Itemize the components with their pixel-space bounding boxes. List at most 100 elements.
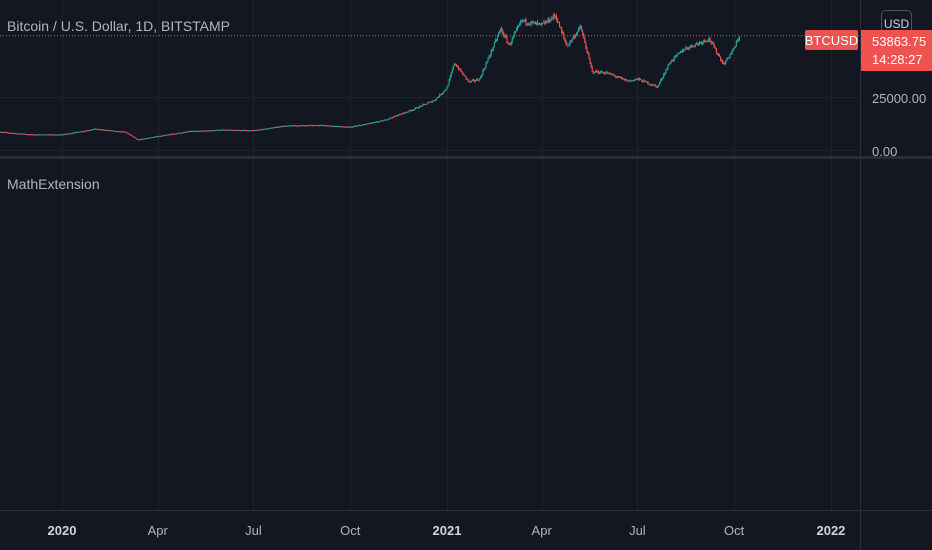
- candle-body: [708, 37, 710, 41]
- candle-body: [477, 79, 479, 81]
- candle-body: [595, 70, 597, 73]
- candle-body: [692, 46, 694, 48]
- candle-body: [180, 132, 182, 134]
- candle-body: [100, 129, 102, 131]
- candle-body: [14, 133, 16, 135]
- candle-body: [230, 129, 232, 131]
- candle-body: [28, 134, 30, 136]
- candle-body: [402, 113, 404, 115]
- candle-body: [390, 117, 392, 119]
- candle-body: [672, 60, 674, 62]
- candle-body: [319, 125, 321, 127]
- candle-body: [254, 130, 256, 132]
- candle-body: [388, 118, 390, 120]
- candle-body: [327, 125, 329, 127]
- candle-body: [554, 15, 556, 17]
- candle-body: [53, 134, 55, 136]
- candle-body: [584, 38, 586, 43]
- candle-body: [304, 125, 306, 127]
- candle-body: [518, 25, 520, 27]
- candle-body: [591, 66, 593, 71]
- candle-body: [217, 129, 219, 131]
- candle-body: [24, 133, 26, 135]
- candle-body: [1, 132, 3, 134]
- candle-body: [42, 134, 44, 136]
- candle-body: [354, 126, 357, 128]
- time-axis[interactable]: 2020 Apr Jul Oct 2021 Apr Jul Oct 2022: [48, 523, 846, 538]
- candle-body: [267, 128, 269, 130]
- candle-body: [258, 129, 260, 131]
- candle-body: [225, 130, 227, 132]
- candle-body: [103, 129, 105, 131]
- candle-body: [99, 129, 101, 131]
- indicator-name[interactable]: MathExtension: [7, 176, 100, 192]
- candle-body: [494, 40, 496, 43]
- candle-body: [547, 18, 549, 22]
- candle-body: [330, 125, 332, 127]
- candle-body: [93, 128, 95, 130]
- candle-body: [479, 78, 481, 81]
- candle-body: [465, 76, 467, 79]
- candle-body: [639, 78, 641, 80]
- candle-body: [660, 79, 662, 83]
- candle-body: [123, 131, 125, 133]
- candle-body: [162, 135, 164, 137]
- candle-body: [69, 133, 72, 135]
- candle-body: [419, 106, 421, 108]
- candle-body: [348, 126, 350, 128]
- candle-body: [191, 130, 194, 132]
- candle-body: [308, 125, 310, 127]
- candle-body: [492, 47, 494, 51]
- candle-body: [359, 125, 361, 127]
- candle-body: [555, 15, 557, 21]
- candle-body: [325, 125, 327, 127]
- candle-body: [339, 126, 341, 128]
- candle-body: [528, 24, 530, 26]
- price-series[interactable]: [0, 12, 741, 141]
- candle-body: [265, 128, 267, 130]
- candle-body: [21, 133, 23, 135]
- symbol-title[interactable]: Bitcoin / U.S. Dollar, 1D, BITSTAMP: [7, 18, 230, 34]
- candle-body: [114, 130, 116, 132]
- candle-body: [292, 125, 295, 127]
- candle-body: [414, 107, 417, 109]
- candle-body: [113, 130, 115, 132]
- candle-body: [703, 40, 705, 43]
- candle-body: [323, 125, 325, 127]
- candle-body: [161, 135, 163, 137]
- candle-body: [570, 40, 572, 42]
- candle-body: [377, 121, 379, 123]
- candle-body: [654, 85, 656, 87]
- candle-body: [449, 76, 451, 80]
- candle-body: [693, 46, 695, 48]
- pane-separator[interactable]: [0, 156, 932, 159]
- candle-body: [232, 130, 235, 132]
- candle-body: [474, 80, 477, 82]
- candle-body: [52, 134, 54, 136]
- candle-body: [389, 117, 391, 119]
- candle-body: [234, 130, 236, 132]
- candle-body: [546, 21, 548, 23]
- candle-body: [109, 130, 111, 132]
- candle-body: [220, 129, 222, 131]
- candle-body: [18, 133, 20, 135]
- candle-body: [68, 133, 70, 135]
- candle-body: [432, 100, 434, 102]
- candle-body: [147, 137, 149, 139]
- candle-body: [531, 21, 533, 23]
- candle-body: [434, 99, 437, 101]
- candle-body: [587, 52, 589, 54]
- candle-body: [279, 126, 281, 128]
- candle-body: [502, 30, 504, 35]
- candle-body: [273, 127, 276, 129]
- candle-body: [727, 57, 729, 59]
- candle-body: [296, 125, 298, 127]
- candle-body: [571, 38, 573, 42]
- candle-body: [538, 23, 540, 25]
- candle-body: [25, 133, 27, 135]
- candle-body: [66, 133, 68, 135]
- candle-body: [184, 131, 186, 133]
- candle-body: [706, 41, 708, 43]
- candle-body: [189, 131, 191, 133]
- candle-body: [276, 127, 278, 129]
